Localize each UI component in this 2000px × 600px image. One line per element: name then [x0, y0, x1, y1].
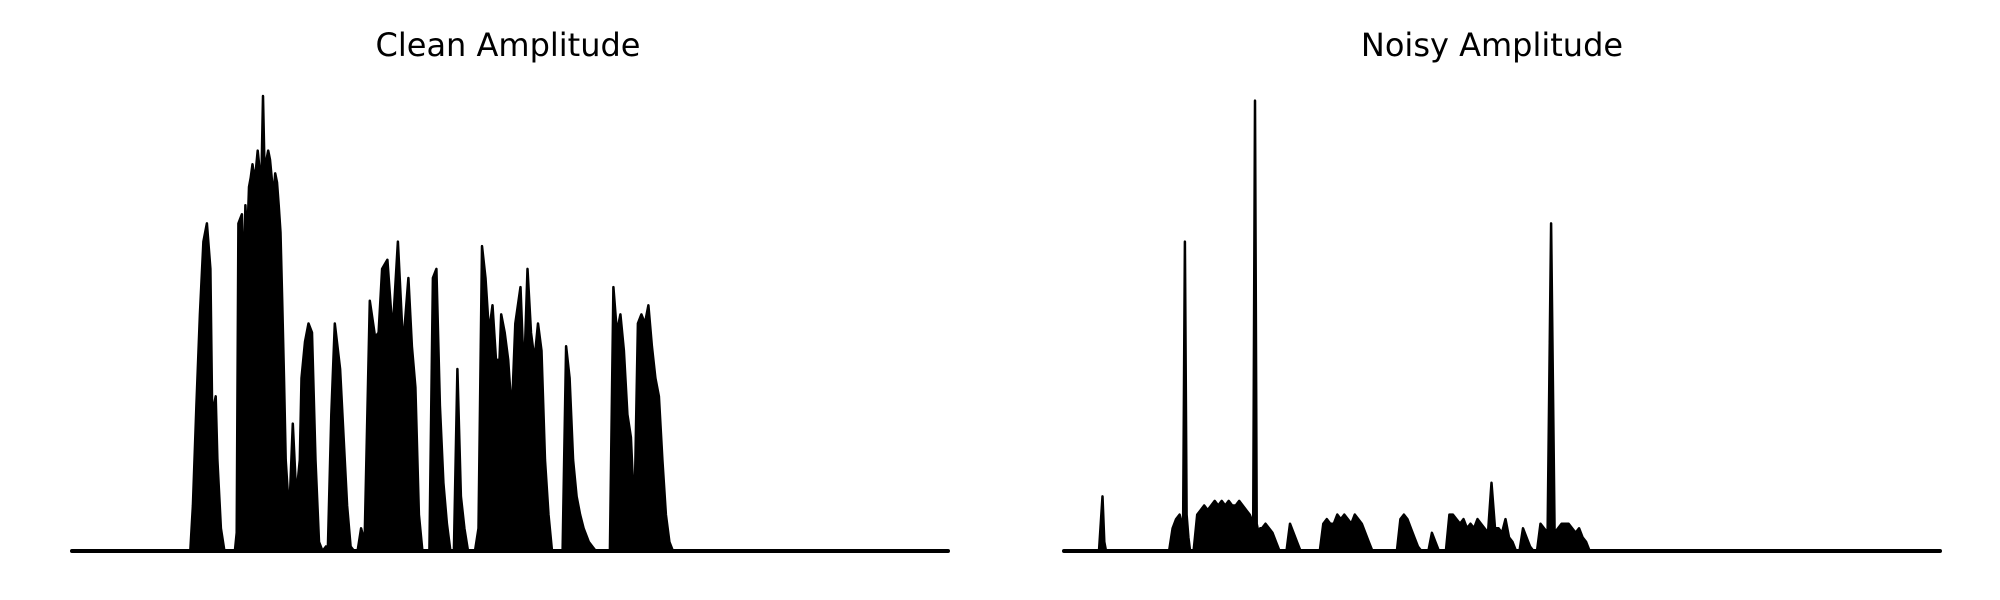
- noisy-amplitude-panel: Noisy Amplitude: [1000, 0, 2000, 600]
- noisy-amplitude-title: Noisy Amplitude: [1360, 26, 1624, 64]
- clean-amplitude-marks: [70, 94, 950, 553]
- clean-series-clean-area: [70, 94, 950, 553]
- noisy-amplitude-plot: [1062, 99, 1942, 553]
- clean-amplitude-plot: [70, 94, 950, 553]
- clean-amplitude-title: Clean Amplitude: [375, 26, 641, 64]
- noisy-amplitude-marks: [1062, 99, 1942, 553]
- noisy-series-noisy-area: [1062, 99, 1942, 553]
- clean-amplitude-panel: Clean Amplitude: [70, 26, 950, 553]
